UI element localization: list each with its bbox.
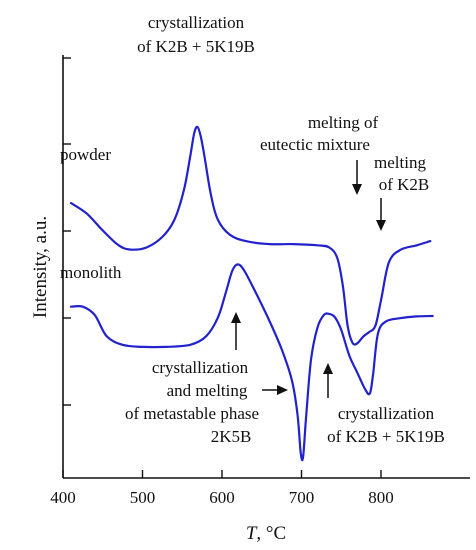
- x-tick-label: 800: [368, 488, 394, 507]
- x-tick-label: 600: [209, 488, 235, 507]
- x-axis-unit: , °C: [256, 523, 286, 544]
- arrow-down-icon: [376, 198, 386, 231]
- y-axis-label: Intensity, a.u.: [30, 216, 51, 318]
- annotation-crystallization-bottom-line2: of K2B + 5K19B: [327, 427, 445, 446]
- x-tick-label: 400: [50, 488, 76, 507]
- annotation-eutectic-line2: eutectic mixture: [260, 135, 370, 154]
- arrow-up-icon: [323, 363, 333, 398]
- annotation-metastable-line4: 2K5B: [211, 427, 252, 446]
- powder-curve: [69, 125, 432, 346]
- series-label-monolith: monolith: [60, 263, 122, 282]
- arrow-right-icon: [262, 385, 288, 395]
- x-ticks: 400 500 600 700 800: [50, 470, 394, 507]
- annotation-crystallization-top-line2: of K2B + 5K19B: [137, 37, 255, 56]
- arrow-down-icon: [352, 160, 362, 195]
- annotation-melting-k2b-line1: melting: [374, 153, 426, 172]
- annotation-metastable-line2: and melting: [167, 381, 248, 400]
- annotation-crystallization-top-line1: crystallization: [148, 13, 245, 32]
- arrow-up-icon: [231, 312, 241, 350]
- x-tick-label: 700: [289, 488, 315, 507]
- annotation-eutectic-line1: melting of: [308, 113, 379, 132]
- annotation-crystallization-bottom-line1: crystallization: [338, 404, 435, 423]
- annotation-metastable-line3: of metastable phase: [125, 404, 259, 423]
- annotation-melting-k2b-line2: of K2B: [379, 175, 430, 194]
- monolith-curve: [69, 263, 434, 462]
- x-axis-label: T, °C: [246, 523, 286, 544]
- annotation-metastable-line1: crystallization: [152, 358, 249, 377]
- series-label-powder: powder: [60, 145, 111, 164]
- x-axis-variable: T: [246, 523, 258, 544]
- x-tick-label: 500: [130, 488, 156, 507]
